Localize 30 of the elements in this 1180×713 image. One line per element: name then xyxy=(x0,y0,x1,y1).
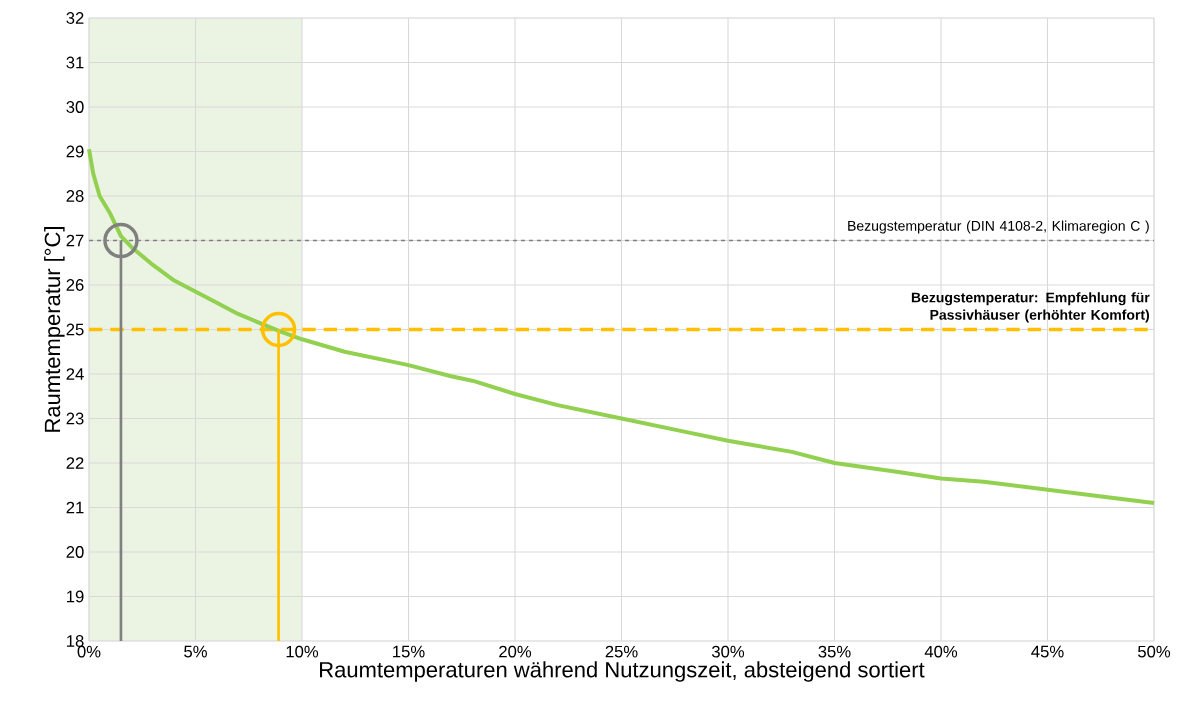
y-tick-label: 27 xyxy=(66,234,84,247)
x-tick-label: 25% xyxy=(605,645,638,658)
y-tick-label: 29 xyxy=(66,145,84,158)
ref-line-label: Bezugstemperatur (DIN 4108-2, Klimaregion C ) xyxy=(848,220,1149,234)
ref-line-label: Bezugstemperatur: Empfehlung für Passivhäuser (erhöhter Komfort) xyxy=(911,292,1150,323)
x-axis-title: Raumtemperaturen während Nutzungszeit, absteigend sortiert xyxy=(320,661,925,682)
x-tick-label: 20% xyxy=(499,645,532,658)
x-tick-label: 10% xyxy=(286,645,319,658)
y-tick-label: 21 xyxy=(66,501,84,514)
y-tick-label: 28 xyxy=(66,190,84,202)
y-tick-label: 20 xyxy=(66,546,84,558)
y-tick-label: 25 xyxy=(66,323,84,336)
y-tick-label: 22 xyxy=(66,457,84,469)
x-tick-label: 40% xyxy=(924,645,958,658)
y-tick-label: 24 xyxy=(66,368,84,380)
x-tick-label: 30% xyxy=(711,645,745,658)
y-axis-title: Raumtemperatur [°C] xyxy=(44,227,65,432)
y-tick-label: 18 xyxy=(67,635,84,647)
x-tick-label: 50% xyxy=(1138,645,1171,658)
x-tick-label: 5% xyxy=(184,645,207,658)
y-tick-label: 23 xyxy=(66,412,84,425)
x-tick-label: 15% xyxy=(393,645,425,658)
y-tick-label: 31 xyxy=(66,56,84,69)
y-tick-label: 26 xyxy=(66,279,84,291)
x-tick-label: 35% xyxy=(818,645,851,658)
x-tick-label: 0% xyxy=(77,645,101,658)
x-tick-label: 45% xyxy=(1031,645,1064,658)
y-tick-label: 19 xyxy=(67,590,84,603)
y-tick-label: 30 xyxy=(66,101,84,113)
y-tick-label: 32 xyxy=(66,12,84,24)
